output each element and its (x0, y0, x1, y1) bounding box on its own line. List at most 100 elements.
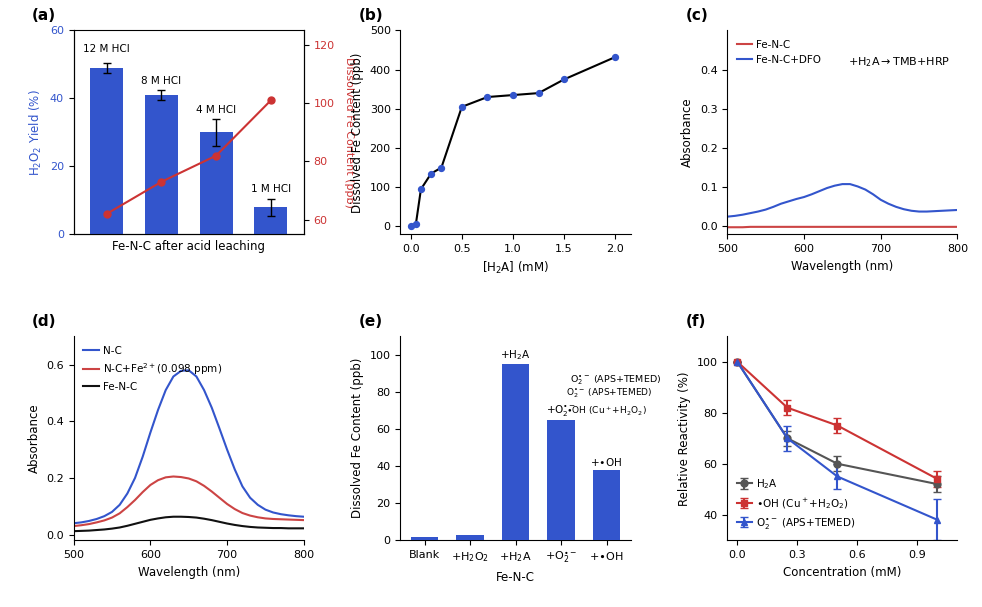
X-axis label: Fe-N-C: Fe-N-C (496, 571, 535, 584)
N-C+Fe$^{2+}$(0.098 ppm) (291, 516, 302, 523)
Fe-N-C (744, 223, 756, 231)
N-C+Fe$^{2+}$(0.098 ppm) (245, 512, 256, 519)
Fe-N-C+DFO (875, 196, 887, 203)
Bar (457, 535, 484, 540)
Fe-N-C (175, 513, 187, 520)
N-C+Fe$^{2+}$(0.098 ppm) (122, 503, 134, 510)
N-C (83, 517, 95, 524)
Fe-N-C+DFO (837, 180, 848, 188)
Line: Fe-N-C+DFO: Fe-N-C+DFO (728, 184, 957, 217)
X-axis label: Fe-N-C after acid leaching: Fe-N-C after acid leaching (112, 240, 265, 253)
N-C (160, 387, 172, 394)
Fe-N-C+DFO (890, 203, 901, 211)
Fe-N-C (168, 513, 180, 520)
Fe-N-C+DFO (813, 188, 825, 195)
Fe-N-C (783, 223, 794, 231)
Fe-N-C (259, 524, 271, 531)
Bar (90, 68, 123, 234)
Fe-N-C+DFO (929, 208, 941, 215)
N-C (221, 446, 233, 453)
N-C+Fe$^{2+}$(0.098 ppm) (160, 473, 172, 481)
X-axis label: Wavelength (nm): Wavelength (nm) (791, 260, 894, 273)
Fe-N-C (245, 523, 256, 531)
Point (413, 185, 429, 194)
Fe-N-C (921, 223, 933, 231)
Text: 4 M HCl: 4 M HCl (196, 106, 237, 115)
Bar (254, 207, 288, 234)
Y-axis label: Dissolved Fe Content (ppb): Dissolved Fe Content (ppb) (352, 358, 364, 518)
Point (403, 222, 418, 231)
Fe-N-C (114, 524, 126, 531)
Fe-N-C (845, 223, 856, 231)
N-C+Fe$^{2+}$(0.098 ppm) (191, 478, 202, 485)
Text: (f): (f) (685, 314, 706, 329)
Y-axis label: H$_2$O$_2$ Yield (%): H$_2$O$_2$ Yield (%) (28, 89, 44, 175)
Y-axis label: Dissolved Fe Content (ppb): Dissolved Fe Content (ppb) (344, 57, 355, 208)
Legend: Fe-N-C, Fe-N-C+DFO: Fe-N-C, Fe-N-C+DFO (733, 36, 826, 69)
Fe-N-C (198, 515, 210, 523)
Fe-N-C (283, 524, 295, 532)
N-C (98, 512, 110, 520)
N-C (114, 501, 126, 509)
Text: +O$_2^{\bullet-}$: +O$_2^{\bullet-}$ (546, 403, 576, 418)
Point (408, 220, 423, 229)
N-C (168, 373, 180, 380)
Fe-N-C (813, 223, 825, 231)
Fe-N-C (291, 524, 302, 532)
N-C+Fe$^{2+}$(0.098 ppm) (237, 509, 248, 517)
Fe-N-C (952, 223, 963, 231)
Fe-N-C (191, 514, 202, 521)
N-C+Fe$^{2+}$(0.098 ppm) (68, 523, 80, 530)
N-C (252, 501, 264, 509)
Text: +$\bullet$OH: +$\bullet$OH (590, 456, 623, 468)
Fe-N-C+DFO (744, 209, 756, 217)
Fe-N-C+DFO (936, 207, 948, 214)
N-C+Fe$^{2+}$(0.098 ppm) (206, 488, 218, 495)
Point (433, 163, 449, 172)
N-C (283, 512, 295, 519)
Bar (547, 419, 574, 540)
Fe-N-C (183, 514, 194, 521)
Fe-N-C (68, 527, 80, 535)
Fe-N-C+DFO (944, 207, 955, 214)
Fe-N-C+DFO (905, 207, 917, 214)
Point (454, 102, 469, 112)
Fe-N-C (160, 514, 172, 521)
Text: 1 M HCl: 1 M HCl (250, 183, 291, 194)
Fe-N-C (768, 223, 780, 231)
Text: (a): (a) (32, 8, 56, 23)
Fe-N-C (867, 223, 879, 231)
N-C+Fe$^{2+}$(0.098 ppm) (152, 476, 164, 484)
Fe-N-C+DFO (913, 208, 925, 215)
Fe-N-C+DFO (829, 182, 841, 189)
N-C+Fe$^{2+}$(0.098 ppm) (98, 517, 110, 524)
Fe-N-C (722, 223, 734, 231)
Fe-N-C (275, 524, 287, 532)
Text: O$_2^{\bullet-}$ (APS+TEMED): O$_2^{\bullet-}$ (APS+TEMED) (571, 374, 662, 387)
N-C+Fe$^{2+}$(0.098 ppm) (83, 520, 95, 527)
Fe-N-C (883, 223, 895, 231)
Fe-N-C (152, 515, 164, 522)
Fe-N-C+DFO (921, 208, 933, 215)
N-C+Fe$^{2+}$(0.098 ppm) (283, 516, 295, 523)
Text: (d): (d) (32, 314, 57, 329)
Point (423, 169, 439, 178)
Fe-N-C (752, 223, 764, 231)
Fe-N-C+DFO (736, 211, 748, 219)
Text: 8 M HCl: 8 M HCl (141, 76, 182, 86)
Fe-N-C (213, 518, 225, 526)
Fe-N-C (267, 524, 279, 532)
N-C+Fe$^{2+}$(0.098 ppm) (114, 510, 126, 517)
Legend: N-C, N-C+Fe$^{2+}$(0.098 ppm), Fe-N-C: N-C, N-C+Fe$^{2+}$(0.098 ppm), Fe-N-C (79, 342, 226, 396)
Fe-N-C (98, 526, 110, 533)
Line: N-C: N-C (74, 370, 303, 523)
Point (608, 52, 624, 62)
N-C (237, 483, 248, 490)
Fe-N-C (106, 525, 118, 532)
N-C (136, 453, 148, 460)
Fe-N-C+DFO (859, 186, 871, 193)
Fe-N-C+DFO (783, 198, 794, 205)
N-C+Fe$^{2+}$(0.098 ppm) (198, 482, 210, 489)
Point (479, 92, 495, 102)
Fe-N-C (913, 223, 925, 231)
